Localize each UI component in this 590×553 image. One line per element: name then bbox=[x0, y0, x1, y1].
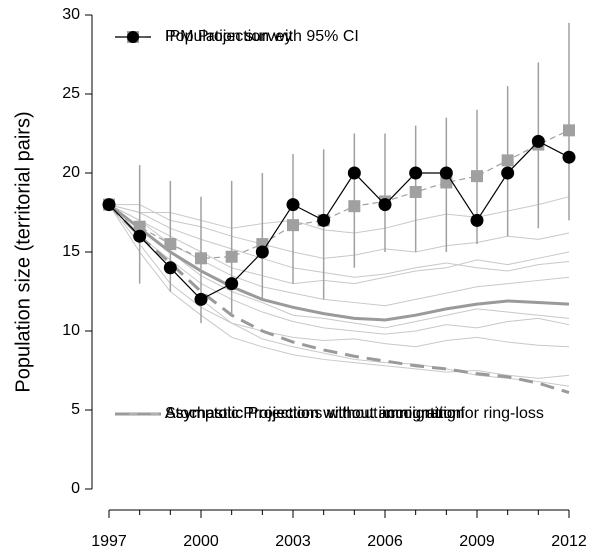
series-line bbox=[107, 203, 570, 395]
square-marker bbox=[225, 250, 238, 263]
x-tick-label: 2009 bbox=[459, 533, 495, 550]
legend-label: Population survey bbox=[165, 28, 292, 45]
circle-marker bbox=[501, 166, 515, 180]
circle-marker bbox=[133, 229, 147, 243]
y-tick-label: 10 bbox=[62, 322, 80, 339]
stochastic-line bbox=[108, 204, 570, 329]
y-tick-label: 25 bbox=[62, 85, 80, 102]
x-tick-label: 2012 bbox=[551, 533, 587, 550]
square-marker bbox=[409, 185, 422, 198]
square-marker bbox=[501, 154, 514, 167]
circle-marker bbox=[409, 166, 423, 180]
circle-marker bbox=[255, 245, 269, 259]
stochastic-line bbox=[108, 196, 570, 234]
square-marker bbox=[348, 200, 361, 213]
y-tick-label: 30 bbox=[62, 6, 80, 23]
circle-marker bbox=[378, 198, 392, 212]
square-marker bbox=[440, 176, 453, 189]
square-marker bbox=[287, 219, 299, 232]
x-tick-label: 2003 bbox=[275, 533, 311, 550]
x-tick-label: 2000 bbox=[183, 533, 219, 550]
y-tick-label: 5 bbox=[71, 401, 80, 418]
square-marker bbox=[133, 220, 146, 233]
stochastic-line bbox=[109, 204, 570, 259]
y-tick-label: 15 bbox=[62, 243, 80, 260]
circle-marker bbox=[163, 261, 177, 275]
circle-marker bbox=[102, 198, 116, 212]
circle-marker bbox=[286, 198, 300, 212]
square-marker bbox=[195, 252, 207, 265]
legend-label: Asymptotic Projection without immigratio… bbox=[165, 405, 461, 422]
x-tick-label: 1997 bbox=[91, 533, 127, 550]
circle-marker bbox=[562, 150, 576, 164]
stochastic-line bbox=[108, 204, 570, 307]
circle-marker bbox=[317, 213, 331, 227]
stochastic-line bbox=[108, 204, 570, 379]
stochastic-line bbox=[108, 204, 570, 285]
y-axis-label: Population size (territorial pairs) bbox=[12, 111, 34, 392]
circle-marker bbox=[194, 292, 208, 306]
circle-marker bbox=[531, 134, 545, 148]
series-line bbox=[108, 129, 570, 259]
square-marker bbox=[471, 170, 483, 183]
square-marker bbox=[164, 238, 177, 251]
legend-label: IPM Projection with 95% CI bbox=[165, 28, 359, 45]
circle-marker bbox=[439, 166, 453, 180]
x-tick-label: 2006 bbox=[367, 533, 403, 550]
y-tick-label: 20 bbox=[62, 164, 80, 181]
series-line bbox=[108, 140, 570, 301]
y-tick-label: 0 bbox=[71, 480, 80, 497]
circle-marker bbox=[470, 213, 484, 227]
stochastic-line bbox=[108, 204, 570, 278]
legend-marker bbox=[127, 31, 139, 43]
stochastic-line bbox=[108, 204, 570, 335]
circle-marker bbox=[225, 277, 239, 291]
legend-label: Asymptotic Projection without accounting… bbox=[165, 405, 544, 422]
circle-marker bbox=[347, 166, 361, 180]
stochastic-line bbox=[108, 204, 570, 348]
series-line bbox=[108, 203, 570, 322]
legend-label: Stochastic Projections without immigrati… bbox=[165, 405, 465, 422]
square-marker bbox=[563, 124, 575, 137]
